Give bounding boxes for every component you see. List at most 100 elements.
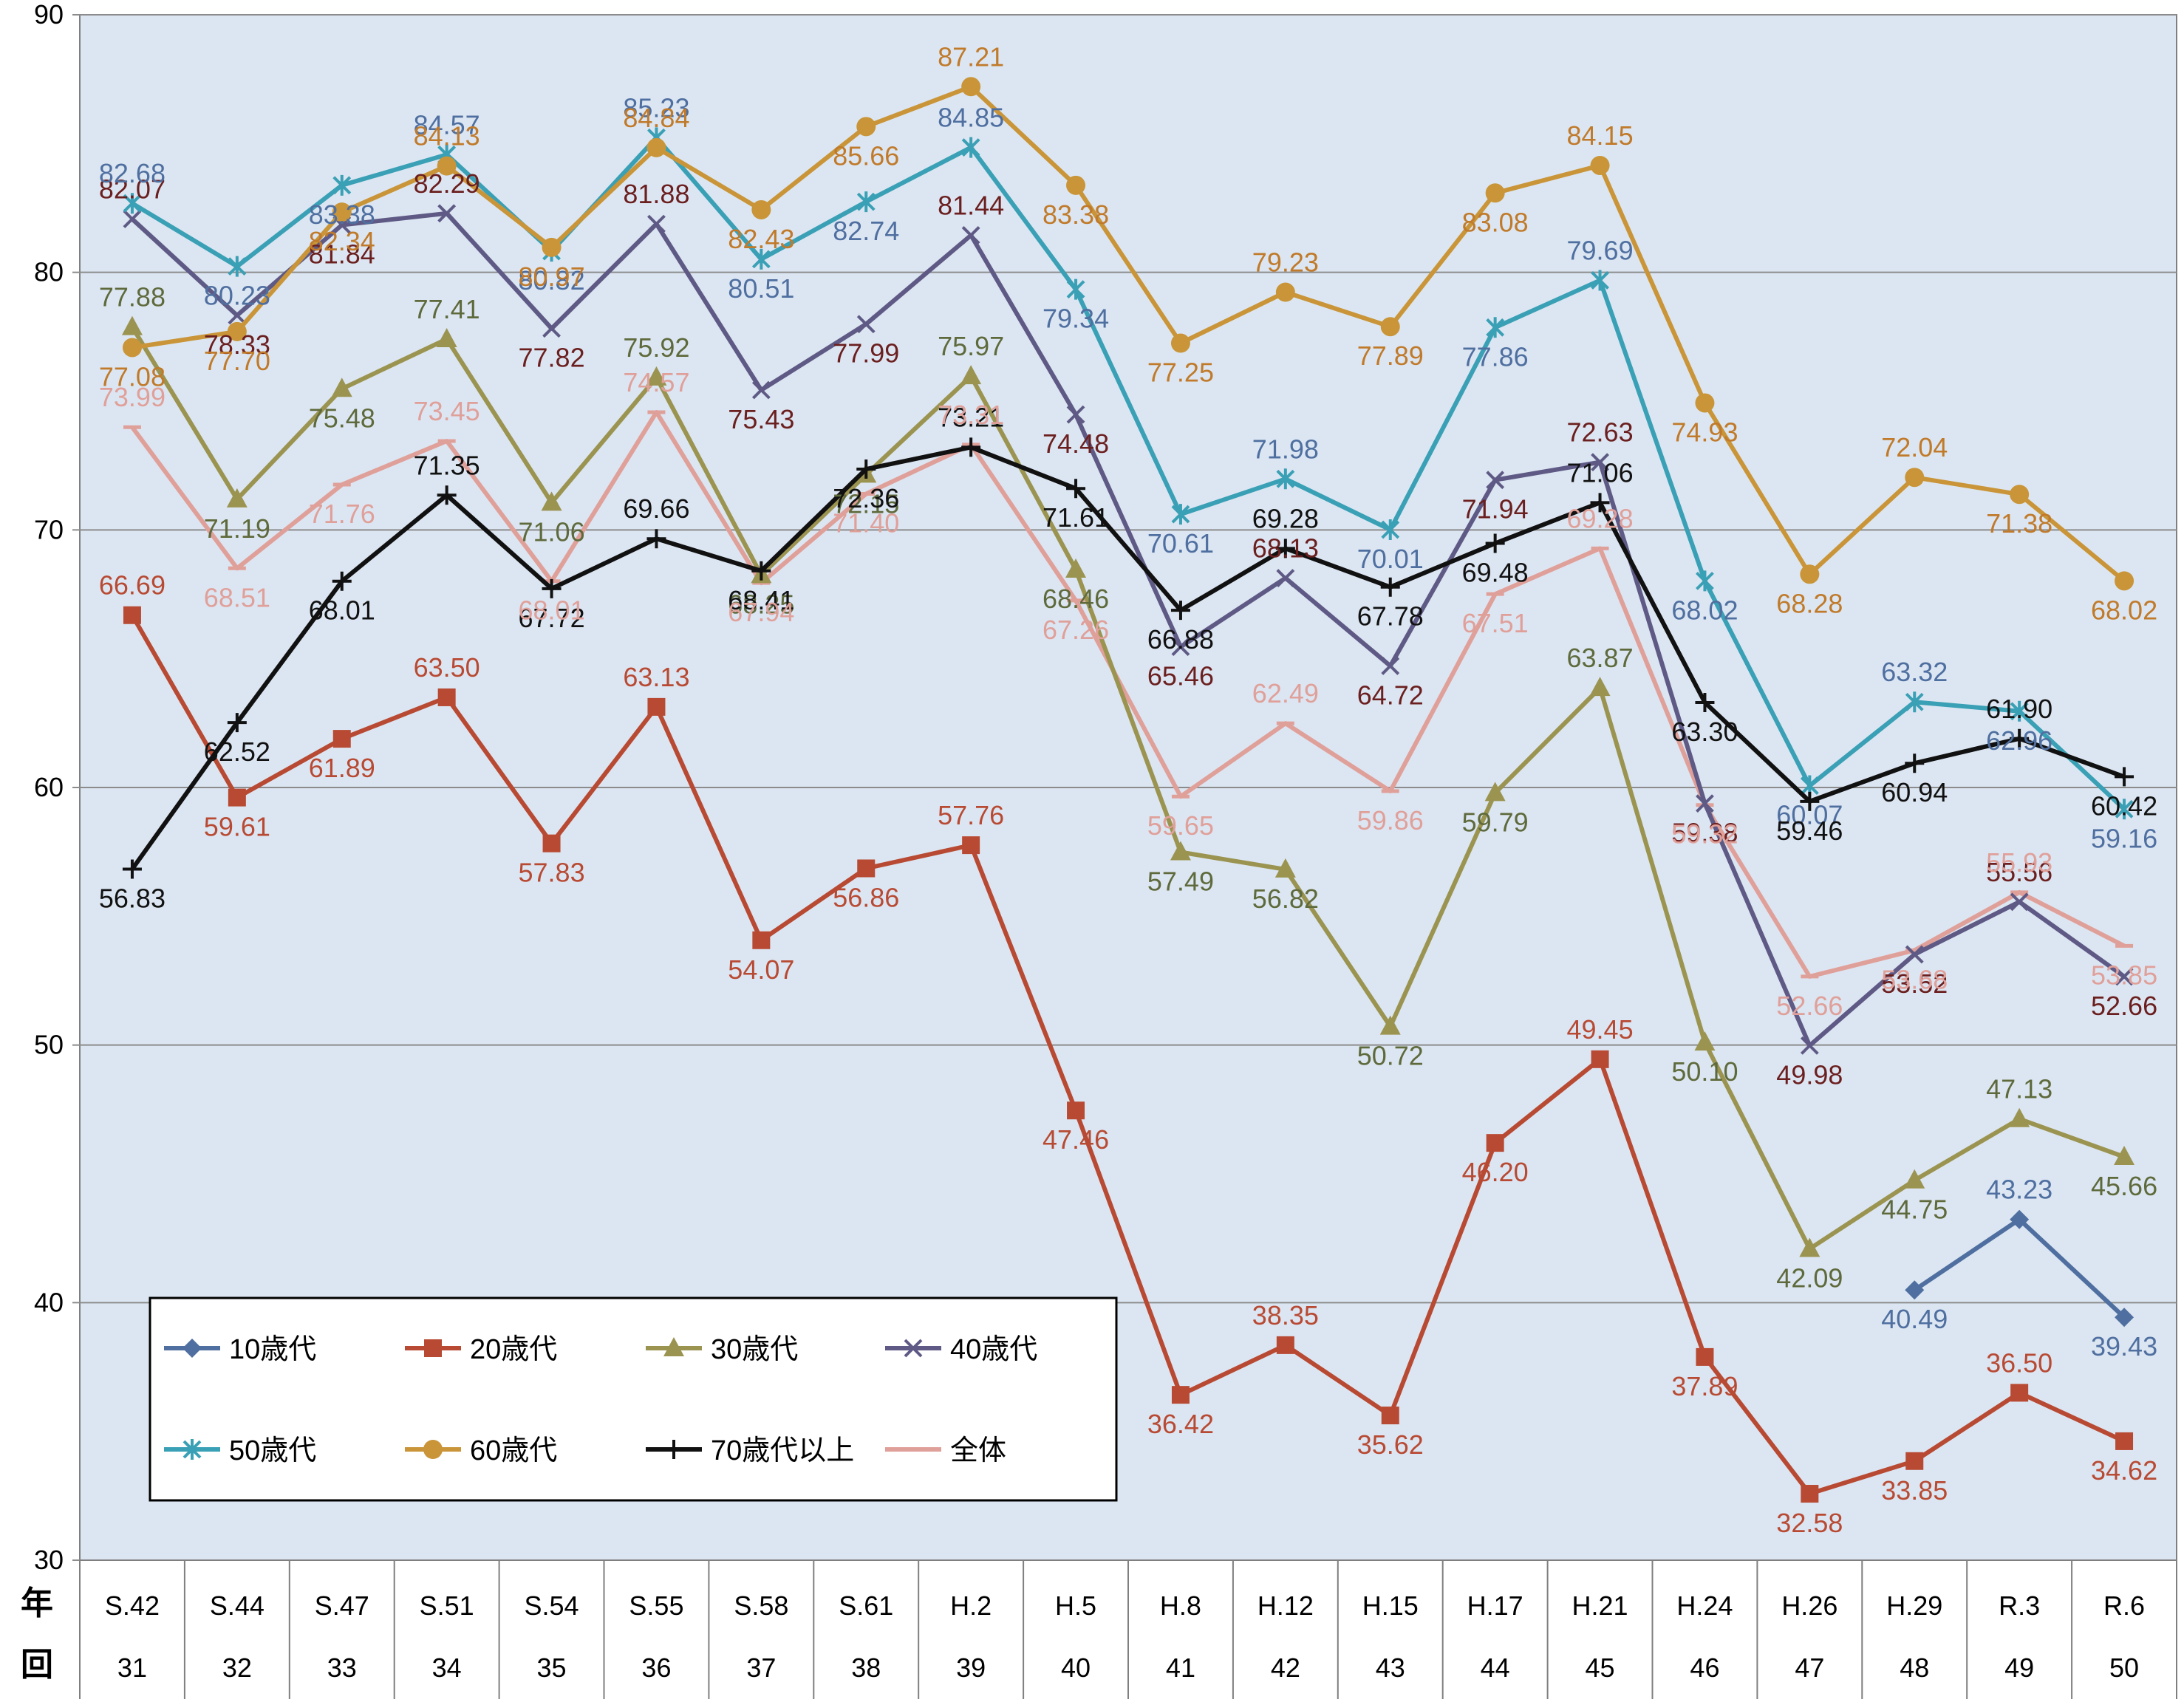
legend-item: 10歳代 xyxy=(164,1334,316,1365)
data-label: 69.66 xyxy=(623,493,689,524)
data-point xyxy=(1171,638,1190,657)
data-label: 81.88 xyxy=(623,179,689,209)
data-point xyxy=(1484,782,1506,802)
data-point xyxy=(961,77,981,97)
data-label: 84.85 xyxy=(938,103,1004,133)
data-point xyxy=(962,836,980,855)
data-point xyxy=(1591,270,1609,291)
row-header-round: 回 xyxy=(21,1647,53,1683)
data-label: 68.25 xyxy=(728,589,794,619)
data-point xyxy=(1905,1280,1925,1300)
series-line xyxy=(132,84,2126,583)
data-label: 77.08 xyxy=(99,361,165,392)
series-20歳代 xyxy=(123,606,2134,1503)
data-label: 56.82 xyxy=(1252,884,1319,914)
data-label: 73.21 xyxy=(938,402,1004,432)
data-label: 77.70 xyxy=(204,346,270,376)
x-tick-label: H.21 xyxy=(1572,1590,1628,1621)
data-point xyxy=(123,210,142,228)
y-tick-label: 40 xyxy=(34,1287,64,1317)
data-label: 70.61 xyxy=(1147,528,1214,558)
round-label: 46 xyxy=(1690,1653,1719,1683)
legend-item: 全体 xyxy=(885,1435,1006,1466)
data-label: 81.84 xyxy=(309,239,375,270)
data-point xyxy=(122,859,142,879)
round-label: 45 xyxy=(1586,1653,1615,1683)
data-label: 66.69 xyxy=(99,570,165,601)
legend-label: 70歳代以上 xyxy=(711,1435,854,1466)
data-label: 82.43 xyxy=(728,224,794,254)
data-label: 73.99 xyxy=(99,382,165,412)
data-point xyxy=(1276,468,1295,490)
data-label: 57.83 xyxy=(519,858,585,888)
data-point xyxy=(2114,1145,2135,1165)
series-40歳代 xyxy=(123,204,2134,1055)
data-label: 59.79 xyxy=(1462,807,1529,837)
x-tick-label: H.29 xyxy=(1886,1590,1942,1621)
data-point xyxy=(123,606,141,624)
x-tick-label: S.61 xyxy=(839,1590,893,1621)
data-point xyxy=(542,578,562,598)
data-label: 59.65 xyxy=(1147,810,1214,841)
data-point xyxy=(2115,571,2134,591)
data-point xyxy=(1380,577,1400,597)
series-line xyxy=(131,135,2126,811)
data-point xyxy=(904,1339,923,1358)
data-point xyxy=(123,193,142,214)
data-label: 84.13 xyxy=(414,121,480,151)
data-label: 65.46 xyxy=(1147,661,1214,691)
data-label: 77.25 xyxy=(1147,358,1214,388)
x-tick-label: S.55 xyxy=(629,1590,683,1621)
data-label: 50.72 xyxy=(1357,1041,1424,1071)
data-label: 57.49 xyxy=(1147,867,1214,897)
row-header-year: 年 xyxy=(21,1585,53,1622)
x-tick-label: S.54 xyxy=(525,1590,579,1621)
data-label: 62.96 xyxy=(1986,725,2052,756)
round-label: 37 xyxy=(746,1653,776,1683)
data-label: 71.06 xyxy=(1567,457,1634,488)
data-point xyxy=(646,366,667,386)
x-tick-label: R.6 xyxy=(2103,1590,2145,1621)
data-label: 47.13 xyxy=(1986,1074,2052,1104)
data-label: 64.72 xyxy=(1357,680,1424,710)
data-label: 84.57 xyxy=(414,109,480,140)
legend: 10歳代 20歳代 30歳代 40歳代 50歳代 60歳代 70歳代以上 全体 xyxy=(149,1296,1118,1502)
data-label: 68.51 xyxy=(204,582,270,612)
data-label: 73.31 xyxy=(938,400,1004,430)
data-label: 53.68 xyxy=(1881,964,1948,994)
series-10歳代 xyxy=(1905,1209,2134,1328)
data-label: 82.07 xyxy=(99,174,165,204)
data-label: 75.92 xyxy=(623,332,689,363)
data-label: 63.87 xyxy=(1567,643,1634,673)
data-label: 80.82 xyxy=(519,265,585,295)
data-label: 49.45 xyxy=(1567,1014,1634,1045)
x-tick-label: H.15 xyxy=(1362,1590,1419,1621)
data-label: 87.21 xyxy=(938,41,1004,72)
data-label: 59.86 xyxy=(1357,805,1424,836)
data-point xyxy=(1171,504,1190,525)
legend-item: 30歳代 xyxy=(646,1334,798,1365)
data-point xyxy=(228,256,247,277)
data-point xyxy=(856,117,876,137)
legend-label: 50歳代 xyxy=(229,1435,316,1466)
data-label: 68.41 xyxy=(728,585,794,615)
data-label: 82.34 xyxy=(309,226,375,256)
data-point xyxy=(182,1339,202,1358)
data-point xyxy=(2010,1209,2030,1229)
data-point xyxy=(1381,1407,1399,1425)
data-point xyxy=(664,1440,683,1459)
data-point xyxy=(1485,533,1505,553)
data-point xyxy=(2010,700,2029,722)
data-point xyxy=(1486,317,1505,338)
data-point xyxy=(751,199,771,219)
data-label: 77.86 xyxy=(1462,341,1529,372)
data-point xyxy=(1065,558,1087,578)
data-label: 62.52 xyxy=(204,737,270,767)
data-point xyxy=(857,859,876,878)
data-label: 82.74 xyxy=(833,216,899,246)
data-point xyxy=(1905,691,1924,713)
data-label: 72.15 xyxy=(833,488,899,519)
data-point xyxy=(1800,1036,1819,1055)
data-label: 52.66 xyxy=(1776,991,1843,1021)
data-label: 79.34 xyxy=(1042,304,1109,334)
